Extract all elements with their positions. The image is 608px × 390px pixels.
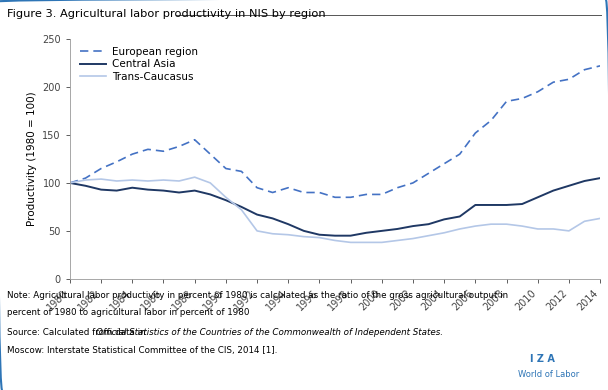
Text: Official Statistics of the Countries of the Commonwealth of Independent States.: Official Statistics of the Countries of … xyxy=(96,328,443,337)
Text: World of Labor: World of Labor xyxy=(518,370,579,379)
Text: I Z A: I Z A xyxy=(530,354,555,364)
Text: Figure 3. Agricultural labor productivity in NIS by region: Figure 3. Agricultural labor productivit… xyxy=(7,9,326,19)
Y-axis label: Productivity (1980 = 100): Productivity (1980 = 100) xyxy=(27,92,36,226)
Text: Note: Agricultural labor productivity in percent of 1980 is calculated as the ra: Note: Agricultural labor productivity in… xyxy=(7,291,508,300)
Text: Source: Calculated from data in: Source: Calculated from data in xyxy=(7,328,149,337)
Text: Moscow: Interstate Statistical Committee of the CIS, 2014 [1].: Moscow: Interstate Statistical Committee… xyxy=(7,346,278,355)
Legend: European region, Central Asia, Trans-Caucasus: European region, Central Asia, Trans-Cau… xyxy=(80,47,198,82)
Text: percent of 1980 to agricultural labor in percent of 1980: percent of 1980 to agricultural labor in… xyxy=(7,308,250,317)
